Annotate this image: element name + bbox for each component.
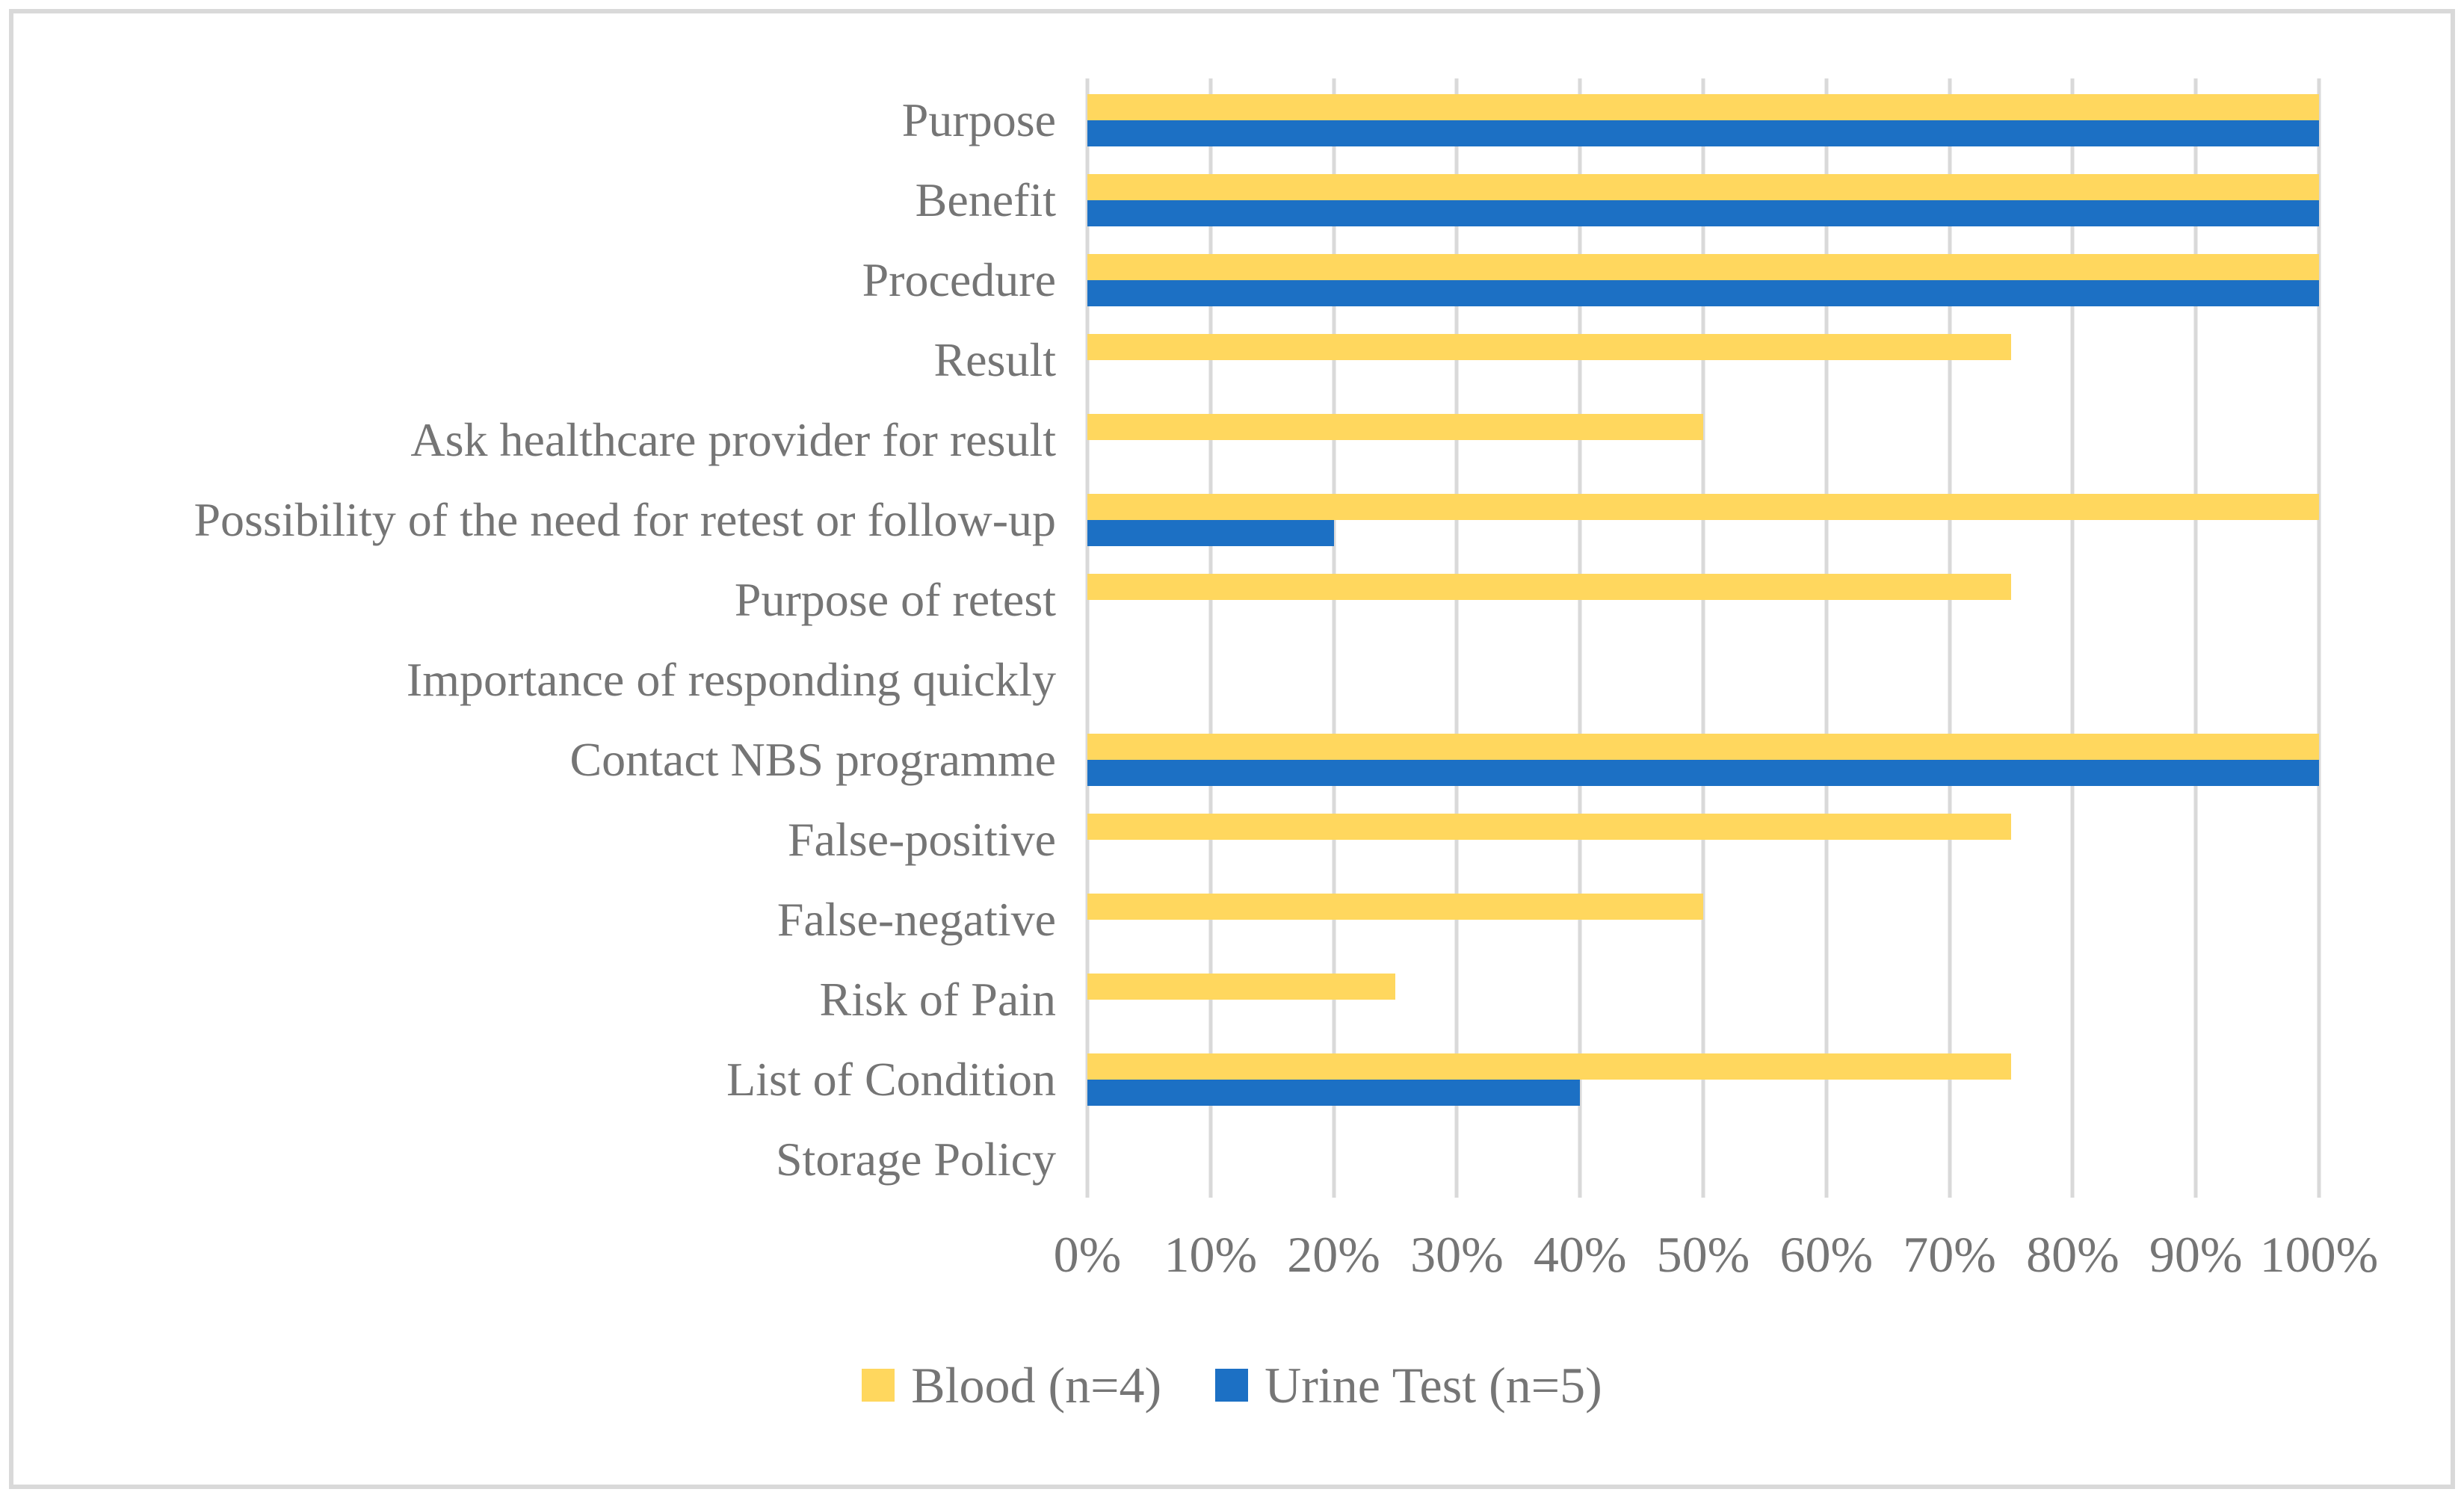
gridline-70% <box>1948 78 1952 1198</box>
legend-label-blood: Blood (n=4) <box>911 1357 1162 1414</box>
x-tick-label-50%: 50% <box>1656 1226 1750 1283</box>
bar-urine-test <box>1087 200 2319 226</box>
category-label: Procedure <box>862 253 1056 306</box>
bar-blood <box>1087 94 2319 120</box>
x-tick-label-60%: 60% <box>1779 1226 1874 1283</box>
x-tick-label-100%: 100% <box>2259 1226 2379 1283</box>
x-tick-label-90%: 90% <box>2149 1226 2243 1283</box>
bar-blood <box>1087 974 1395 1000</box>
bar-urine-test <box>1087 280 2319 306</box>
gridline-20% <box>1332 78 1336 1198</box>
x-tick-label-40%: 40% <box>1533 1226 1627 1283</box>
category-label: Storage Policy <box>775 1132 1056 1186</box>
x-tick-label-30%: 30% <box>1410 1226 1504 1283</box>
legend-swatch-urine-test <box>1215 1369 1249 1402</box>
gridline-30% <box>1454 78 1459 1198</box>
bar-blood <box>1087 254 2319 280</box>
x-tick-label-70%: 70% <box>1903 1226 1996 1283</box>
bar-blood <box>1087 734 2319 760</box>
gridline-80% <box>2070 78 2075 1198</box>
bar-blood <box>1087 814 2011 840</box>
bar-blood <box>1087 334 2011 360</box>
legend-item-blood: Blood (n=4) <box>862 1360 1161 1411</box>
bar-urine-test <box>1087 120 2319 146</box>
bar-blood <box>1087 414 1703 440</box>
gridline-50% <box>1701 78 1705 1198</box>
plot-area <box>1085 78 2321 1198</box>
category-label: Contact NBS programme <box>569 732 1056 786</box>
bar-urine-test <box>1087 760 2319 786</box>
bar-blood <box>1087 174 2319 200</box>
category-label: False-negative <box>776 892 1056 946</box>
bar-urine-test <box>1087 1080 1581 1106</box>
category-label: False-positive <box>787 812 1056 866</box>
category-label: Purpose of retest <box>734 572 1056 626</box>
legend-item-urine-test: Urine Test (n=5) <box>1215 1360 1602 1411</box>
gridline-100% <box>2317 78 2321 1198</box>
x-tick-label-20%: 20% <box>1287 1226 1380 1283</box>
gridline-60% <box>1824 78 1829 1198</box>
y-axis-category-labels: Purpose Benefit Procedure Result Ask healthc… <box>30 78 1056 1198</box>
category-label: List of Condition <box>726 1052 1056 1106</box>
category-label: Importance of responding quickly <box>406 652 1056 706</box>
bar-blood <box>1087 1053 2011 1080</box>
category-label: Result <box>933 332 1056 386</box>
x-tick-label-10%: 10% <box>1164 1226 1258 1283</box>
gridline-40% <box>1578 78 1582 1198</box>
bar-urine-test <box>1087 520 1334 546</box>
legend-label-urine-test: Urine Test (n=5) <box>1265 1357 1602 1414</box>
legend-swatch-blood <box>862 1369 895 1402</box>
bar-blood <box>1087 494 2319 520</box>
category-label: Possibility of the need for retest or fo… <box>194 492 1056 546</box>
category-label: Purpose <box>901 93 1056 146</box>
category-label: Risk of Pain <box>819 972 1056 1026</box>
category-label: Benefit <box>915 173 1056 226</box>
bar-blood <box>1087 894 1703 920</box>
category-label: Ask healthcare provider for result <box>410 412 1056 466</box>
x-tick-label-80%: 80% <box>2026 1226 2119 1283</box>
x-tick-label-0%: 0% <box>1053 1226 1122 1283</box>
bar-blood <box>1087 574 2011 600</box>
legend: Blood (n=4) Urine Test (n=5) <box>0 1360 2464 1411</box>
gridline-90% <box>2193 78 2198 1198</box>
gridline-10% <box>1208 78 1213 1198</box>
gridline-0% <box>1085 78 1090 1198</box>
